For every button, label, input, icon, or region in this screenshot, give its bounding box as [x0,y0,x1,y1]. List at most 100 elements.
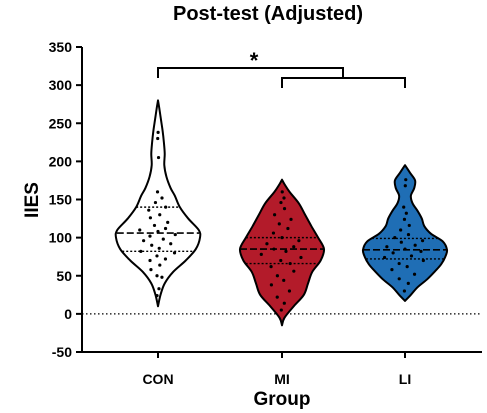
data-point [155,190,160,194]
data-point [149,268,153,272]
x-axis-title: Group [254,389,311,410]
data-point [397,277,401,281]
data-point [421,258,425,263]
data-point [391,251,395,255]
violin-con [114,99,202,308]
data-point [160,196,164,200]
y-tick-label: 200 [49,153,73,169]
data-point [382,255,387,260]
chart-title: Post-test (Adjusted) [173,3,363,25]
data-point [153,200,158,205]
data-point [269,265,273,269]
data-point [163,226,168,231]
data-point [402,217,407,221]
data-point [148,216,152,220]
data-point [166,220,170,224]
data-point [282,301,286,305]
y-axis-title: IIES [22,182,43,218]
data-point [385,245,389,249]
data-point [282,207,287,211]
data-point [150,243,154,247]
y-tick-label: 100 [49,230,73,246]
x-tick-label: LI [399,371,411,387]
y-tick-label: 350 [49,39,73,55]
violin-body [361,164,449,302]
data-point [275,295,279,299]
data-point [412,272,417,276]
data-point [164,205,168,209]
data-point [152,223,157,228]
data-point [147,208,151,212]
violin-li [361,164,449,302]
data-point [287,289,292,293]
data-point [265,242,269,246]
data-point [280,236,284,240]
data-point [402,205,406,209]
data-point [156,155,161,160]
y-tick-label: -50 [52,344,72,360]
data-point [138,228,142,232]
y-tick-label: 300 [49,77,73,93]
data-point [155,254,159,258]
x-tick-label: CON [142,371,173,387]
bracket-mi-li [281,77,406,88]
data-point [288,261,292,266]
data-point [405,265,409,269]
data-point [163,257,168,261]
data-point [271,231,276,235]
data-point [390,268,394,272]
data-point [272,247,276,251]
data-point [284,249,288,253]
data-point [148,258,152,263]
data-point [172,251,177,255]
violin-mi [238,178,326,327]
data-point [397,261,401,266]
data-point [273,213,277,217]
data-point [157,246,161,250]
data-point [156,136,160,141]
y-tick-label: 150 [49,192,73,208]
y-tick-label: 50 [56,268,72,284]
x-tick-label: MI [274,371,290,387]
data-point [403,184,407,188]
data-point [407,223,411,228]
data-point [279,258,283,263]
bracket-con [157,67,344,78]
data-point [156,130,160,134]
data-point [279,308,283,312]
data-point [280,190,284,194]
significance-marker: * [250,48,259,73]
y-tick-label: 0 [64,306,72,322]
data-point [286,226,290,231]
data-point [173,232,177,237]
data-point [292,269,296,273]
data-point [399,240,403,244]
data-point [275,274,279,278]
data-point [409,254,414,258]
data-point [297,239,301,243]
data-point [299,255,303,260]
data-point [139,249,143,253]
data-point [148,234,152,238]
y-tick-label: 250 [49,115,73,131]
data-point [158,263,162,267]
data-point [399,228,403,232]
data-point [404,178,408,182]
violin-body [238,178,326,327]
data-point [158,213,162,217]
data-point [161,237,165,241]
data-point [406,281,410,285]
data-point [403,247,407,251]
data-point [402,289,407,293]
data-point [292,245,296,249]
data-point [157,287,161,291]
data-point [279,200,283,205]
significance-annotation [157,67,406,88]
data-point [406,232,411,237]
data-point [277,222,281,226]
data-point [420,239,425,243]
data-point [169,242,173,246]
violins [114,99,449,327]
axes: -50 0 50 100 150 200 250 300 350 CON MI LI [49,39,482,387]
